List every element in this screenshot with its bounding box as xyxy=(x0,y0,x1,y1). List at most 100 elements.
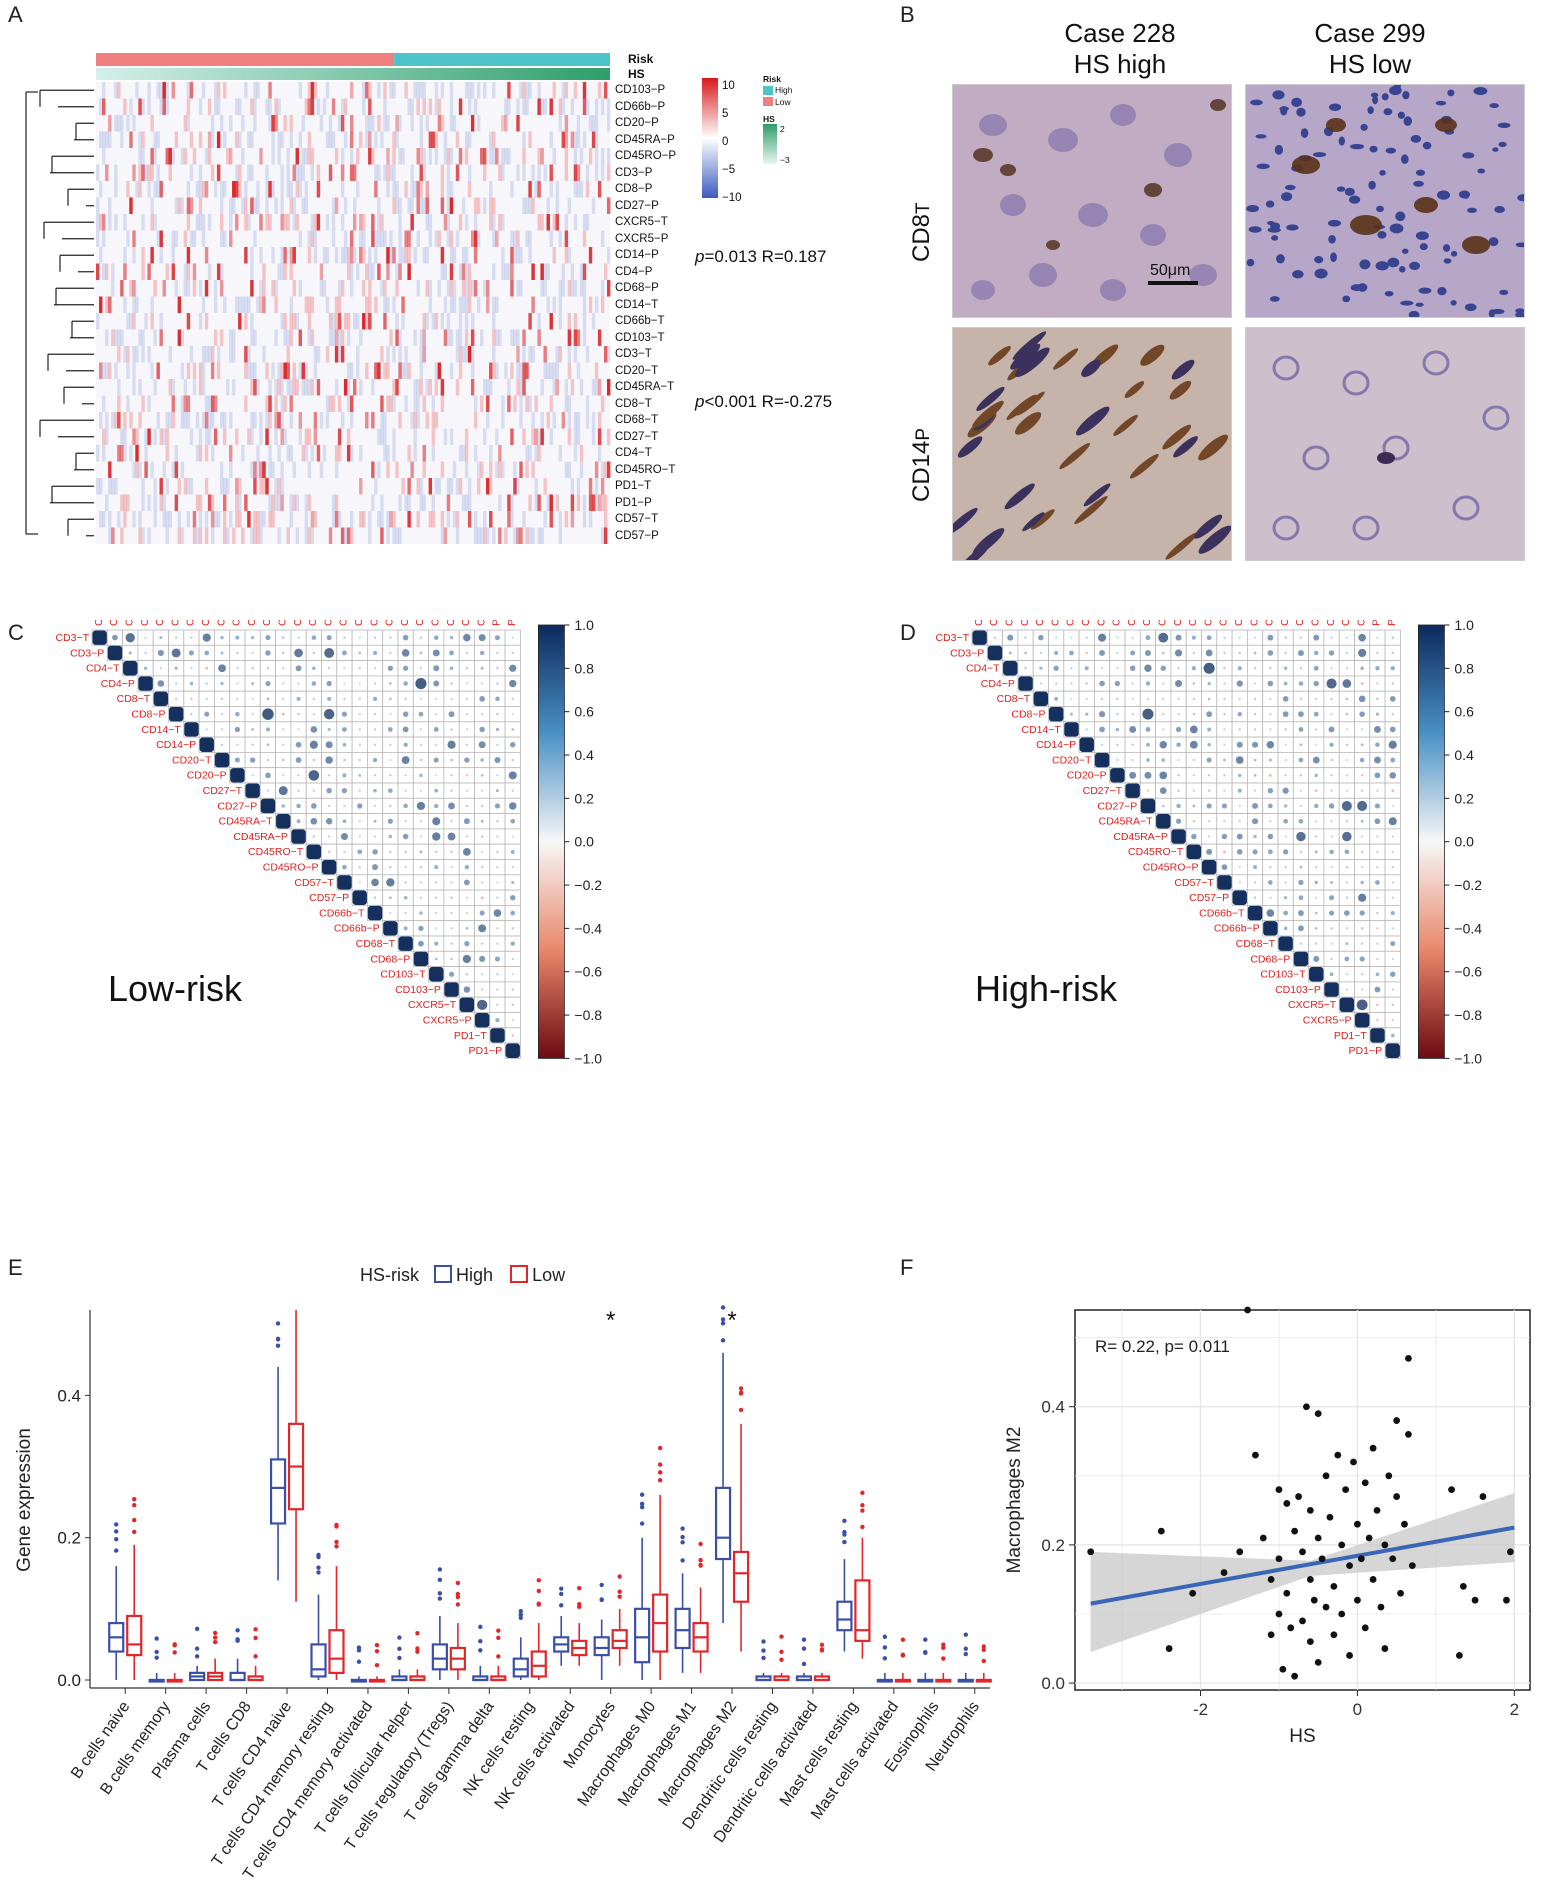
heatmap-cell xyxy=(343,131,348,148)
heatmap-cell xyxy=(440,379,445,396)
diagonal-mark xyxy=(490,1028,505,1043)
heatmap-cell xyxy=(407,494,411,511)
heatmap-cell xyxy=(186,478,191,495)
heatmap-cell xyxy=(280,395,284,412)
correlation-dot xyxy=(1345,774,1349,777)
nucleus xyxy=(1410,134,1422,143)
confidence-band xyxy=(1090,1493,1515,1652)
heatmap-cell xyxy=(195,412,200,429)
heatmap-cell xyxy=(126,313,130,330)
heatmap-cell xyxy=(132,115,136,132)
correlation-dot xyxy=(1253,758,1257,762)
boxplot-legend: HS-risk High Low xyxy=(360,1265,566,1285)
correlation-dot xyxy=(419,911,423,915)
correlation-dot xyxy=(1176,742,1181,747)
heatmap-cell xyxy=(359,511,363,528)
outlier-point xyxy=(154,1655,159,1660)
scatter-point xyxy=(1393,1417,1401,1424)
heatmap-cell xyxy=(177,511,182,528)
heatmap-cell xyxy=(383,313,387,330)
heatmap-cell xyxy=(413,181,417,198)
heatmap-cell xyxy=(298,329,302,346)
heatmap-cell xyxy=(483,82,487,99)
correlation-dot xyxy=(373,650,378,655)
heatmap-cell xyxy=(180,148,185,165)
outlier-point xyxy=(981,1644,986,1649)
correlation-dot xyxy=(1175,680,1183,688)
significance-star: * xyxy=(606,1307,615,1334)
heatmap-cell xyxy=(464,214,469,231)
heatmap-cell xyxy=(507,98,511,115)
stat-annotation-2: p<0.001 R=-0.275 xyxy=(695,392,833,411)
correlation-dot xyxy=(419,743,423,746)
heatmap-cell xyxy=(171,82,176,99)
heatmap-cell xyxy=(280,197,284,214)
heatmap-cell xyxy=(461,346,466,363)
heatmap-cell xyxy=(304,379,309,396)
heatmap-cell xyxy=(359,478,363,495)
scatter-point xyxy=(1267,1576,1275,1583)
heatmap-cell xyxy=(492,346,496,363)
stained-cell xyxy=(976,386,1005,412)
heatmap-cell xyxy=(519,461,523,478)
heatmap-cell xyxy=(446,181,451,198)
correlation-dot xyxy=(1267,680,1274,687)
heatmap-cell xyxy=(256,379,260,396)
outlier-point xyxy=(738,1407,744,1413)
heatmap-cell xyxy=(111,280,115,297)
heatmap-cell xyxy=(446,511,451,528)
heatmap-cell xyxy=(419,478,423,495)
heatmap-cell xyxy=(407,362,411,379)
heatmap-cell xyxy=(271,181,275,198)
heatmap-cell xyxy=(250,362,254,379)
stained-cell xyxy=(1083,483,1111,507)
correlation-dot xyxy=(495,727,500,732)
heatmap-cell xyxy=(549,494,553,511)
correlation-dot xyxy=(1342,831,1352,842)
heatmap-cell xyxy=(476,115,481,132)
heatmap-cell xyxy=(386,181,390,198)
correlation-dot xyxy=(1237,711,1243,717)
heatmap-cell xyxy=(310,527,315,544)
correlation-dot xyxy=(1206,711,1213,718)
heatmap-cell xyxy=(280,461,284,478)
heatmap-cell xyxy=(295,214,299,231)
heatmap-cell xyxy=(567,280,572,297)
heatmap-row-label: CD8−T xyxy=(615,397,652,410)
correlation-dot xyxy=(159,636,163,640)
column-label: CD14−P xyxy=(200,620,212,626)
correlation-dot xyxy=(312,697,316,701)
correlation-dot xyxy=(480,835,484,838)
heatmap-row-label: PD1−T xyxy=(615,480,652,492)
correlation-dot xyxy=(1345,865,1349,869)
heatmap-cell xyxy=(138,164,142,181)
correlation-dot xyxy=(296,696,301,701)
correlation-dot xyxy=(1191,635,1196,640)
correlation-dot xyxy=(1223,758,1226,762)
row-label: CD27−P xyxy=(217,800,257,812)
heatmap-cell xyxy=(204,280,209,297)
row-label: PD1−P xyxy=(1349,1045,1383,1057)
correlation-dot xyxy=(495,1018,500,1023)
heatmap-cell xyxy=(353,214,357,231)
outlier-point xyxy=(779,1634,784,1639)
correlation-dot xyxy=(511,1034,514,1037)
correlation-dot xyxy=(1344,910,1350,916)
heatmap-cell xyxy=(377,461,381,478)
correlation-dot xyxy=(462,847,471,856)
heatmap-cell xyxy=(440,395,445,412)
heatmap-cell xyxy=(528,247,532,264)
color-bar-label: 0.4 xyxy=(574,747,594,763)
heatmap-cell xyxy=(495,428,499,445)
nucleus xyxy=(1370,92,1379,98)
heatmap-cell xyxy=(153,148,157,165)
correlation-dot xyxy=(1391,1003,1394,1007)
heatmap-cell xyxy=(404,346,408,363)
heatmap-cell xyxy=(219,181,224,198)
diagonal-mark xyxy=(1247,905,1263,921)
heatmap-cell xyxy=(213,329,218,346)
heatmap-cell xyxy=(222,412,227,429)
x-tick-label: -2 xyxy=(1193,1700,1208,1719)
scatter-point xyxy=(1342,1486,1350,1494)
heatmap-cell xyxy=(295,379,299,396)
